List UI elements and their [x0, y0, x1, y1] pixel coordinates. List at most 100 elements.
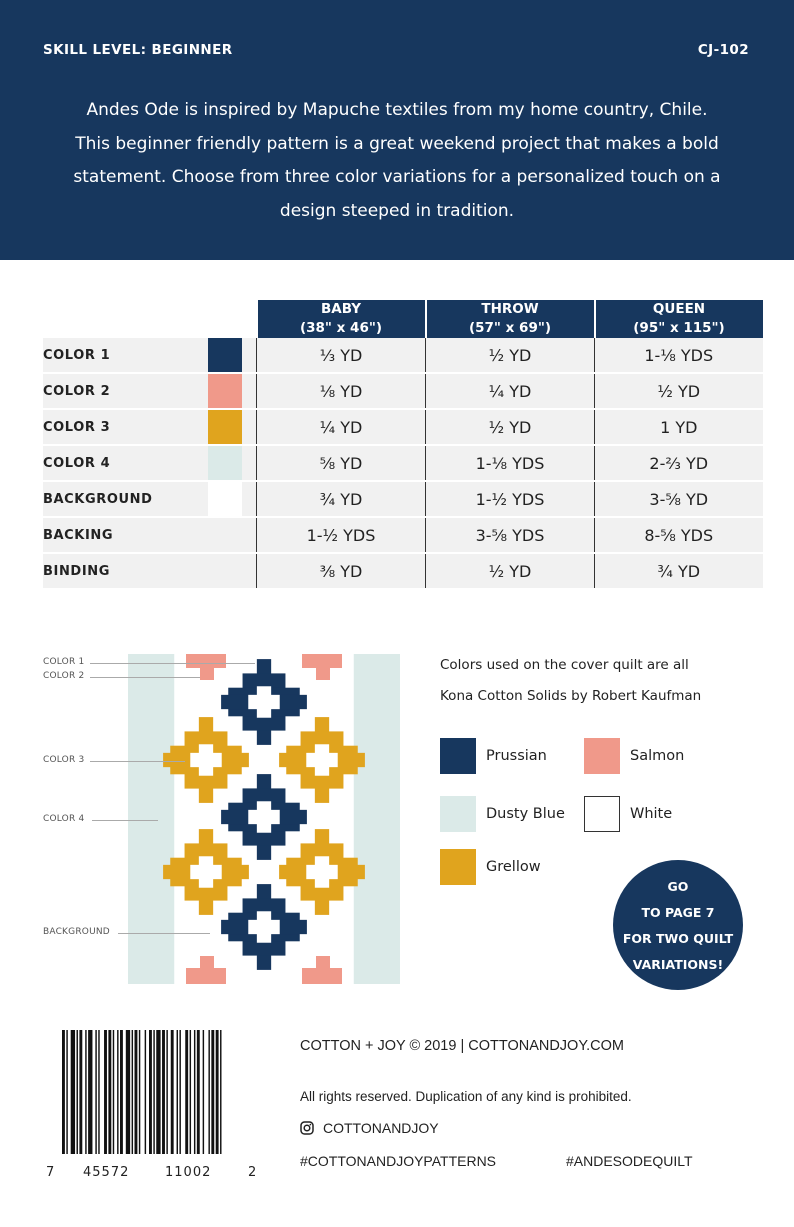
yardage-value: ⅓ YD	[256, 338, 426, 374]
yardage-row: COLOR 1 ⅓ YD ½ YD 1-⅛ YDS	[43, 338, 763, 374]
hashtag-patterns: #COTTONANDJOYPATTERNS	[300, 1153, 497, 1169]
salmon-block	[186, 968, 226, 984]
row-label: BACKING	[43, 517, 257, 554]
barcode-bar	[185, 1030, 189, 1154]
barcode-bar	[211, 1030, 215, 1154]
diagram-callout: COLOR 2	[43, 671, 85, 681]
barcode-bar	[156, 1030, 161, 1154]
yardage-value: ¾ YD	[256, 481, 426, 518]
yardage-value: 1 YD	[594, 409, 763, 446]
yardage-value: ¾ YD	[594, 553, 763, 590]
row-label: BINDING	[43, 553, 257, 590]
barcode-bar	[153, 1030, 155, 1154]
legend-item: Grellow	[440, 849, 541, 885]
color-swatch	[208, 446, 242, 480]
legend-swatch	[440, 796, 476, 832]
barcode-bar	[166, 1030, 168, 1154]
callout-leader-line	[90, 677, 200, 678]
barcode-bar	[125, 1030, 131, 1154]
diamond-center	[198, 744, 214, 776]
legend-item: Dusty Blue	[440, 796, 565, 832]
skill-level: SKILL LEVEL: BEGINNER	[43, 42, 233, 58]
row-label: COLOR 4	[43, 445, 208, 482]
yardage-value: ⅜ YD	[256, 553, 426, 590]
barcode-bar	[179, 1030, 181, 1154]
diagram-callout: COLOR 1	[43, 657, 85, 667]
barcode-bar	[193, 1030, 196, 1154]
barcode-bar	[202, 1030, 205, 1154]
color-swatch	[208, 374, 242, 408]
diamond-center	[314, 744, 330, 776]
barcode-bar	[62, 1030, 65, 1154]
salmon-block	[316, 956, 330, 968]
color-swatch	[208, 338, 242, 372]
yardage-value: ½ YD	[425, 553, 595, 590]
barcode-digits-left: 45572	[83, 1165, 130, 1180]
yardage-row: BACKING 1-½ YDS 3-⅝ YDS 8-⅝ YDS	[43, 517, 763, 554]
yardage-value: ⅝ YD	[256, 445, 426, 482]
callout-leader-line	[92, 820, 158, 821]
barcode-bar	[170, 1030, 174, 1154]
legend-swatch	[440, 738, 476, 774]
barcode-bar	[117, 1030, 119, 1154]
barcode-bar	[144, 1030, 147, 1154]
barcode-bar	[70, 1030, 76, 1154]
legend-label: Dusty Blue	[486, 806, 565, 822]
instagram-icon	[300, 1121, 314, 1135]
yardage-value: 2-⅔ YD	[594, 445, 763, 482]
yardage-value: 1-½ YDS	[425, 481, 595, 518]
yardage-value: ⅛ YD	[256, 373, 426, 410]
barcode-bar	[112, 1030, 115, 1154]
diagram-callout: COLOR 3	[43, 755, 85, 765]
barcode-bar	[85, 1030, 87, 1154]
legend-swatch	[584, 796, 620, 832]
yardage-value: 1-⅛ YDS	[425, 445, 595, 482]
barcode-bar	[98, 1030, 100, 1154]
fabric-note: Colors used on the cover quilt are all K…	[440, 657, 702, 704]
header-banner: SKILL LEVEL: BEGINNER CJ-102 Andes Ode i…	[0, 0, 794, 260]
yardage-value: ½ YD	[425, 338, 595, 374]
barcode-digit-lead: 7	[46, 1165, 56, 1180]
barcode-bar	[215, 1030, 219, 1154]
barcode-bar	[196, 1030, 200, 1154]
salmon-block	[316, 668, 330, 680]
color-swatch	[208, 410, 242, 444]
salmon-block	[200, 668, 214, 680]
callout-leader-line	[118, 933, 210, 934]
yardage-value: 1-⅛ YDS	[594, 338, 763, 374]
yardage-row: COLOR 3 ¼ YD ½ YD 1 YD	[43, 409, 763, 446]
barcode-digit-check: 2	[248, 1165, 258, 1180]
page-7-badge: GO TO PAGE 7 FOR TWO QUILT VARIATIONS!	[613, 860, 743, 990]
salmon-block	[302, 968, 342, 984]
hashtag-quilt: #ANDESODEQUILT	[566, 1153, 693, 1169]
barcode-bar	[88, 1030, 93, 1154]
salmon-block	[200, 956, 214, 968]
yardage-value: ¼ YD	[256, 409, 426, 446]
row-label: COLOR 2	[43, 373, 208, 410]
yardage-table: BABY (38" x 46") THROW (57" x 69") QUEEN (9…	[43, 300, 763, 590]
legend-label: Prussian	[486, 748, 547, 764]
salmon-block	[186, 654, 226, 668]
barcode-bar	[120, 1030, 123, 1154]
instagram-handle: COTTONANDJOY	[323, 1120, 439, 1136]
brand-line: COTTON + JOY © 2019 | COTTONANDJOY.COM	[300, 1038, 624, 1054]
barcode-digits-right: 11002	[165, 1165, 212, 1180]
diagram-callout: COLOR 4	[43, 814, 85, 824]
barcode-bar	[95, 1030, 97, 1154]
callout-leader-line	[90, 663, 255, 664]
row-label: COLOR 1	[43, 338, 208, 374]
diamond-center	[256, 686, 272, 718]
yardage-value: 3-⅝ YDS	[425, 517, 595, 554]
barcode-bar	[104, 1030, 107, 1154]
yardage-row: COLOR 4 ⅝ YD 1-⅛ YDS 2-⅔ YD	[43, 445, 763, 482]
barcode	[62, 1030, 222, 1154]
color-swatch-cell	[208, 409, 257, 446]
legend-item: White	[584, 796, 672, 832]
legend-swatch	[440, 849, 476, 885]
diamond-center	[198, 856, 214, 888]
legend-item: Prussian	[440, 738, 547, 774]
color-swatch-cell	[208, 481, 257, 518]
yardage-value: ¼ YD	[425, 373, 595, 410]
barcode-bar	[220, 1030, 222, 1154]
pattern-code: CJ-102	[697, 42, 749, 58]
